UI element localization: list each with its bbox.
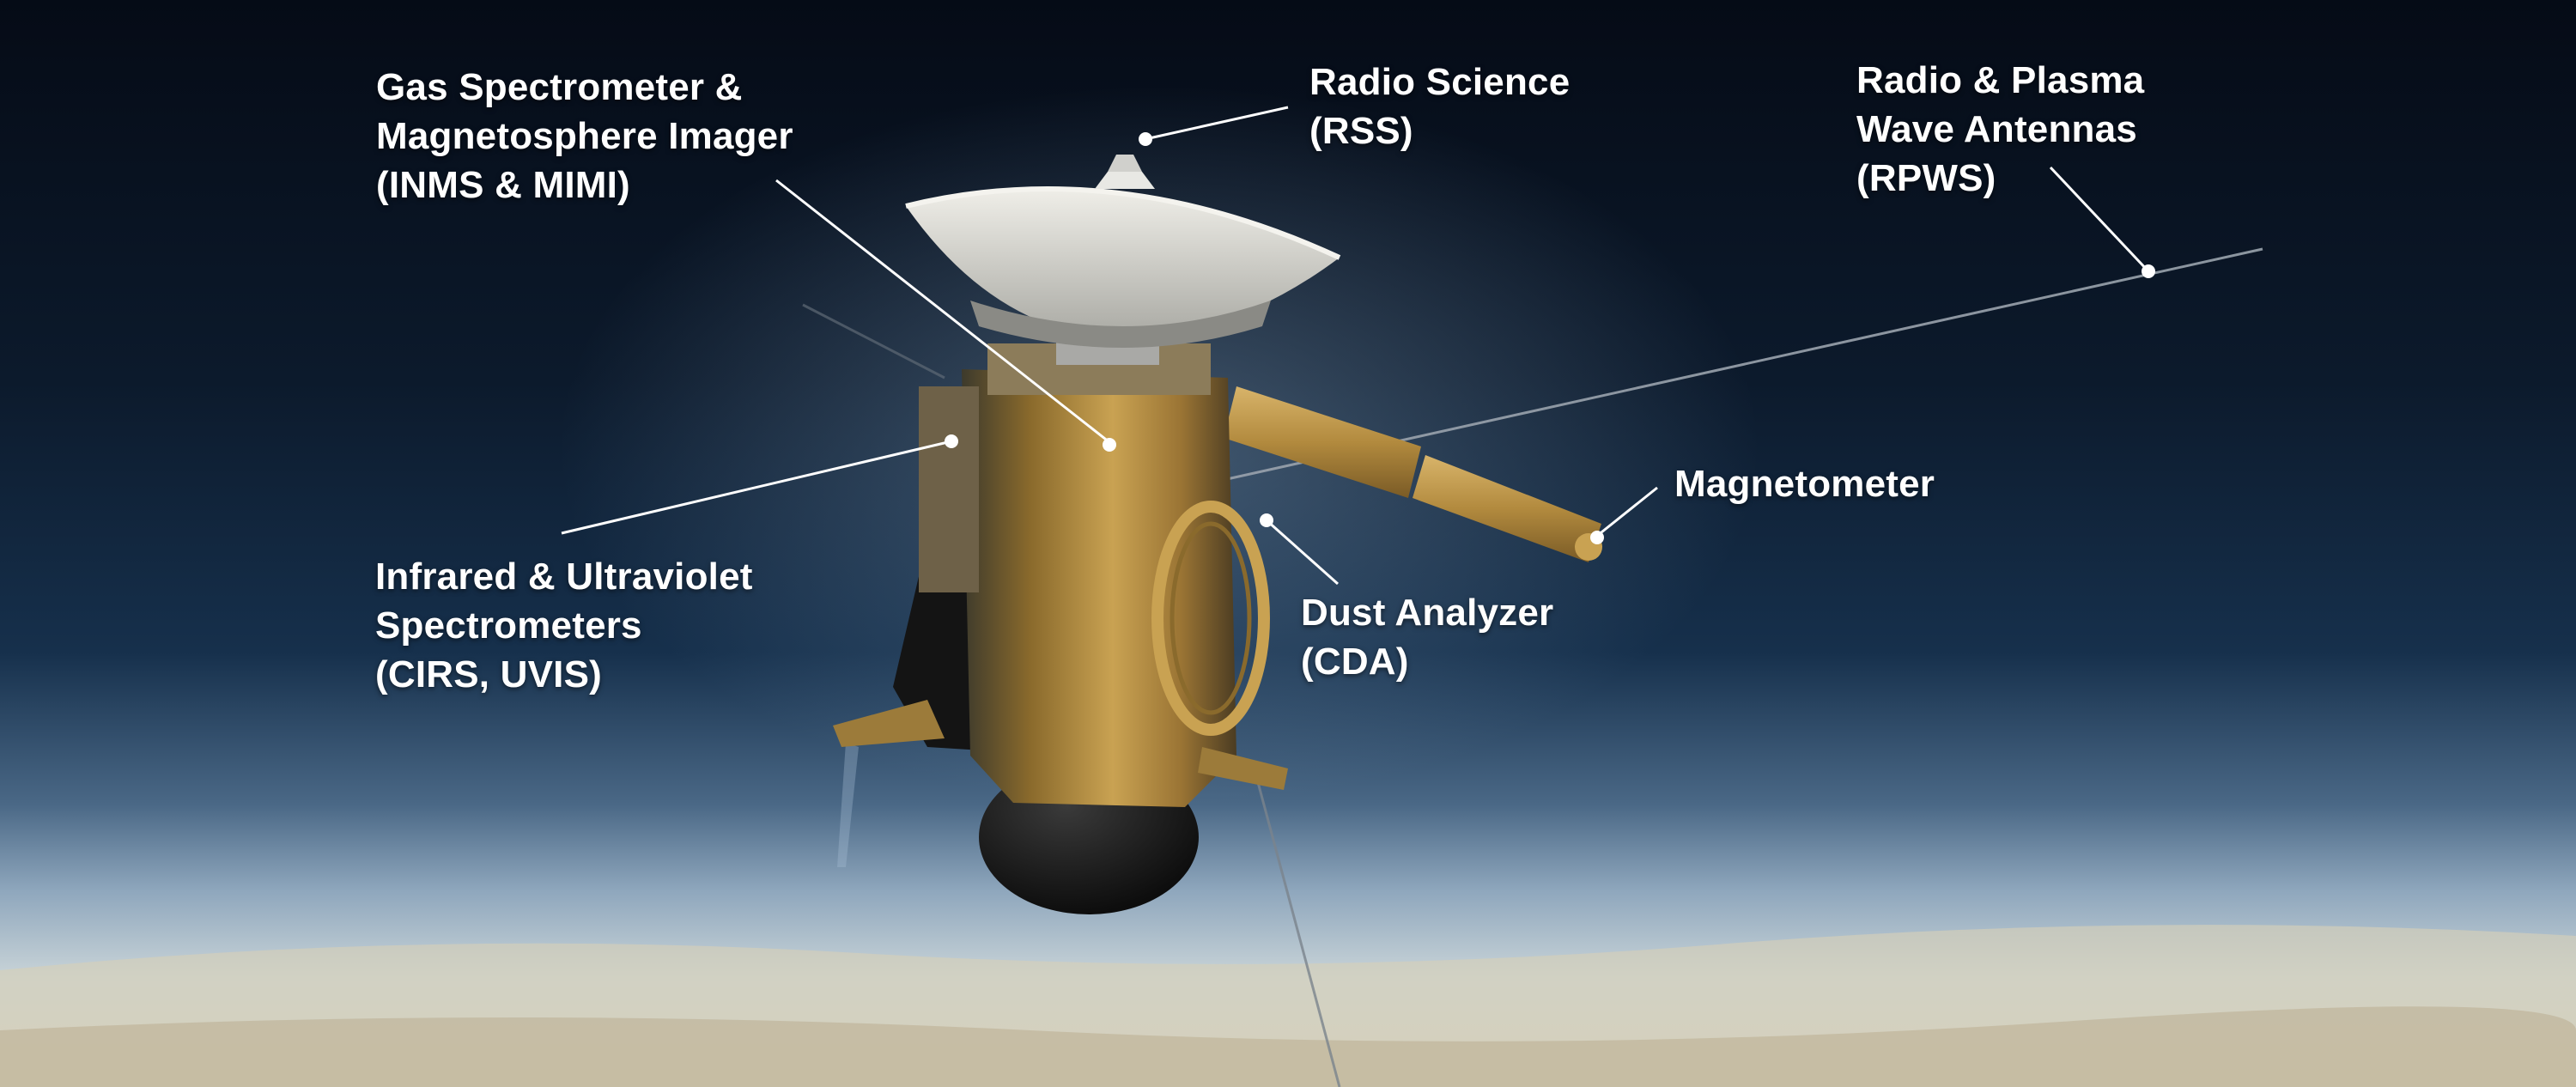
label-line: Magnetometer	[1674, 463, 1935, 505]
thruster-plume	[837, 743, 859, 867]
label-cirs-uvis: Infrared & Ultraviolet Spectrometers (CI…	[375, 552, 753, 699]
label-rpws: Radio & Plasma Wave Antennas (RPWS)	[1856, 56, 2144, 203]
label-line: Radio Science	[1309, 61, 1571, 103]
leader-lines	[561, 106, 2150, 586]
label-line: Infrared & Ultraviolet	[375, 556, 753, 598]
label-line: (RSS)	[1309, 110, 1413, 152]
label-line: (CIRS, UVIS)	[375, 653, 602, 695]
label-inms-mimi: Gas Spectrometer & Magnetosphere Imager …	[376, 63, 793, 210]
leader-cda	[1266, 519, 1339, 586]
dot-cda	[1260, 513, 1273, 527]
leader-inms-mimi	[775, 179, 1110, 444]
label-cda: Dust Analyzer (CDA)	[1301, 588, 1553, 686]
dot-rss	[1139, 132, 1152, 146]
leader-magnetometer	[1596, 486, 1658, 537]
cloud-tops-shade	[0, 1006, 2576, 1087]
label-line: Spectrometers	[375, 604, 642, 647]
dot-inms-mimi	[1103, 438, 1116, 452]
high-gain-antenna	[905, 155, 1341, 348]
dot-rpws	[2142, 264, 2155, 278]
leader-rss	[1145, 106, 1289, 141]
label-magnetometer: Magnetometer	[1674, 459, 1935, 508]
dot-cirs-uvis	[945, 434, 958, 448]
label-line: Magnetosphere Imager	[376, 115, 793, 157]
label-line: Dust Analyzer	[1301, 592, 1554, 634]
label-rss: Radio Science (RSS)	[1309, 58, 1570, 155]
label-line: Radio & Plasma	[1856, 59, 2145, 101]
rpws-antenna-left	[802, 303, 945, 380]
label-line: Gas Spectrometer &	[376, 66, 743, 108]
leader-cirs-uvis	[561, 440, 952, 535]
label-line: (CDA)	[1301, 641, 1409, 683]
spacecraft-body	[833, 322, 1288, 914]
label-line: (RPWS)	[1856, 157, 1996, 199]
label-line: (INMS & MIMI)	[376, 164, 630, 206]
label-line: Wave Antennas	[1856, 108, 2137, 150]
dot-magnetometer	[1590, 531, 1604, 544]
lower-antenna	[1254, 772, 1341, 1087]
leader-dots	[945, 132, 2155, 544]
leader-rpws	[2049, 166, 2150, 273]
